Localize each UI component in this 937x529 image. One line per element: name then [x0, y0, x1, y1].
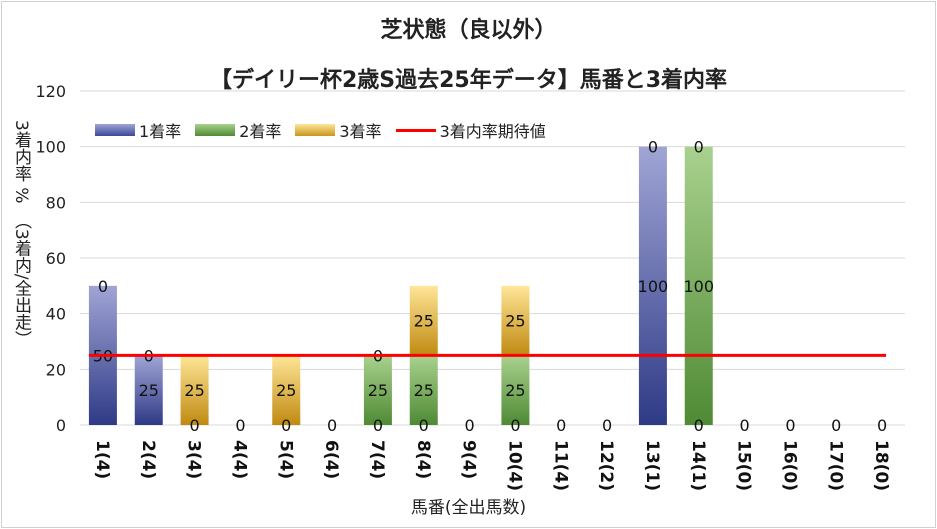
data-label: 25	[276, 381, 296, 400]
bar-1-13(1)	[638, 146, 667, 425]
data-label: 0	[373, 416, 383, 435]
x-tick-label: 1(4)	[92, 440, 112, 479]
legend-swatch	[295, 124, 336, 136]
x-tick-label: 13(1)	[642, 440, 662, 491]
data-label: 25	[139, 381, 159, 400]
x-tick-label: 18(0)	[871, 440, 891, 491]
legend-swatch	[195, 124, 236, 136]
x-tick-label: 7(4)	[367, 440, 387, 479]
x-tick-label: 14(1)	[688, 440, 708, 491]
chart-title: 芝状態（良以外）	[380, 18, 557, 43]
data-label: 0	[831, 416, 841, 435]
data-label: 0	[281, 416, 291, 435]
bar-2-10(4)	[501, 355, 530, 425]
x-tick-label: 4(4)	[229, 440, 249, 479]
data-label: 100	[683, 277, 714, 296]
data-label: 25	[505, 312, 525, 331]
data-label: 0	[464, 416, 474, 435]
data-label: 0	[602, 416, 612, 435]
y-tick-label: 100	[35, 138, 66, 157]
x-tick-label: 2(4)	[138, 440, 158, 479]
legend-item-expected: 3着内率期待値	[395, 118, 546, 142]
x-tick-label: 9(4)	[459, 440, 479, 479]
bar-1-2(4)	[134, 355, 163, 425]
legend-item-3rd: 3着率	[295, 118, 382, 142]
legend-item-2nd: 2着率	[195, 118, 281, 142]
data-label: 0	[694, 416, 704, 435]
bar-3-5(4)	[272, 355, 301, 425]
bar-3-3(4)	[180, 355, 209, 425]
bar-3-8(4)	[409, 285, 438, 356]
legend: 1着率 2着率 3着率 3着内率期待値	[95, 118, 546, 142]
x-tick-label: 3(4)	[184, 440, 204, 479]
y-tick-label: 40	[46, 305, 66, 324]
x-tick-label: 16(0)	[779, 440, 799, 491]
data-label: 25	[505, 381, 525, 400]
x-tick-label: 15(0)	[734, 440, 754, 491]
data-label: 0	[327, 416, 337, 435]
data-label: 0	[648, 138, 658, 157]
y-tick-label: 60	[46, 249, 66, 268]
data-label: 25	[414, 381, 434, 400]
data-label: 25	[368, 381, 388, 400]
x-tick-label: 8(4)	[413, 440, 433, 479]
legend-label: 1着率	[139, 122, 182, 141]
x-tick-label: 6(4)	[321, 440, 341, 479]
legend-line	[395, 128, 436, 132]
data-label: 100	[638, 277, 669, 296]
bar-3-10(4)	[501, 285, 530, 356]
data-label: 0	[556, 416, 566, 435]
bar-2-8(4)	[409, 355, 438, 425]
bar-2-7(4)	[363, 355, 392, 425]
y-tick-label: 120	[35, 82, 66, 101]
data-label: 0	[510, 416, 520, 435]
y-tick-label: 20	[46, 360, 66, 379]
x-tick-label: 11(4)	[550, 440, 570, 491]
data-label: 0	[419, 416, 429, 435]
y-tick-label: 80	[46, 193, 66, 212]
data-label: 25	[414, 312, 434, 331]
data-label: 0	[189, 416, 199, 435]
data-label: 0	[739, 416, 749, 435]
data-label: 25	[184, 381, 204, 400]
data-label: 0	[785, 416, 795, 435]
x-tick-label: 12(2)	[596, 440, 616, 491]
legend-label: 2着率	[239, 122, 282, 141]
chart-subtitle: 【デイリー杯2歳S過去25年データ】馬番と3着内率	[209, 68, 728, 93]
data-label: 0	[877, 416, 887, 435]
legend-label: 3着率	[339, 122, 382, 141]
legend-label: 3着内率期待値	[439, 122, 546, 141]
bar-2-14(1)	[684, 146, 713, 425]
legend-swatch	[95, 124, 135, 136]
y-axis-label: 3着内率 % （3着内/全出走）	[11, 120, 31, 348]
y-tick-label: 0	[56, 416, 66, 435]
data-label: 0	[235, 416, 245, 435]
x-tick-label: 10(4)	[504, 440, 524, 491]
x-tick-label: 17(0)	[825, 440, 845, 491]
data-label: 0	[694, 138, 704, 157]
legend-item-1st: 1着率	[95, 118, 181, 142]
data-label: 0	[98, 277, 108, 296]
x-axis-label: 馬番(全出馬数)	[410, 498, 527, 518]
x-tick-label: 5(4)	[275, 440, 295, 479]
